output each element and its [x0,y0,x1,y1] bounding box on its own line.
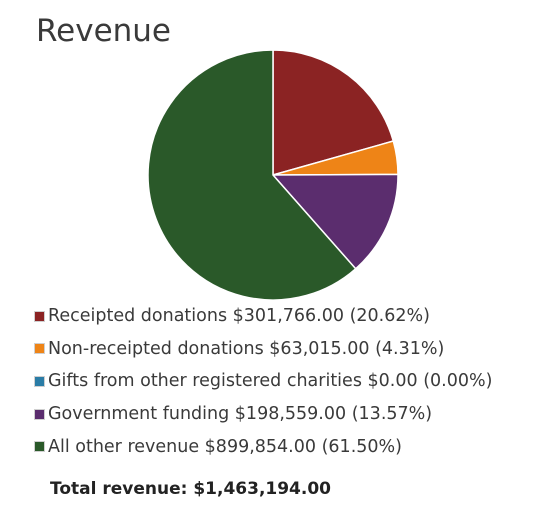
legend-swatch [34,441,45,453]
pie-slice-0[interactable] [272,49,395,176]
legend-amount: $0.00 [367,371,418,392]
chart-legend: Receipted donations $301,766.00 (20.62%)… [34,300,492,463]
pie-slice-3[interactable] [271,173,399,270]
legend-amount: $899,854.00 [204,436,317,457]
legend-label: Receipted donations [48,306,228,327]
legend-swatch [34,375,45,387]
legend-percent: (20.62%) [349,306,430,327]
legend-label: All other revenue [48,436,200,457]
legend-item-government-funding[interactable]: Government funding $198,559.00 (13.57%) [34,398,492,431]
legend-percent: (61.50%) [321,436,402,457]
legend-item-gifts-from-charities[interactable]: Gifts from other registered charities $0… [34,365,492,398]
legend-item-all-other-revenue[interactable]: All other revenue $899,854.00 (61.50%) [34,430,492,463]
legend-swatch [34,343,45,355]
legend-item-receipted-donations[interactable]: Receipted donations $301,766.00 (20.62%) [34,300,492,333]
legend-swatch [34,310,45,322]
legend-percent: (0.00%) [423,371,493,392]
total-value: $1,463,194.00 [193,479,332,499]
legend-label: Non-receipted donations [48,338,264,359]
pie-chart [147,49,399,301]
legend-percent: (4.31%) [375,338,445,359]
legend-swatch [34,408,45,420]
legend-percent: (13.57%) [351,404,433,425]
legend-amount: $301,766.00 [232,306,344,327]
pie-slice-4[interactable] [147,49,357,301]
chart-title: Revenue [36,13,172,49]
legend-item-non-receipted-donations[interactable]: Non-receipted donations $63,015.00 (4.31… [34,333,492,366]
total-revenue: Total revenue: $1,463,194.00 [50,479,331,499]
legend-amount: $198,559.00 [234,404,347,425]
legend-label: Government funding [48,404,230,425]
legend-amount: $63,015.00 [269,338,370,359]
legend-label: Gifts from other registered charities [48,371,362,392]
total-label: Total revenue: [50,479,188,499]
